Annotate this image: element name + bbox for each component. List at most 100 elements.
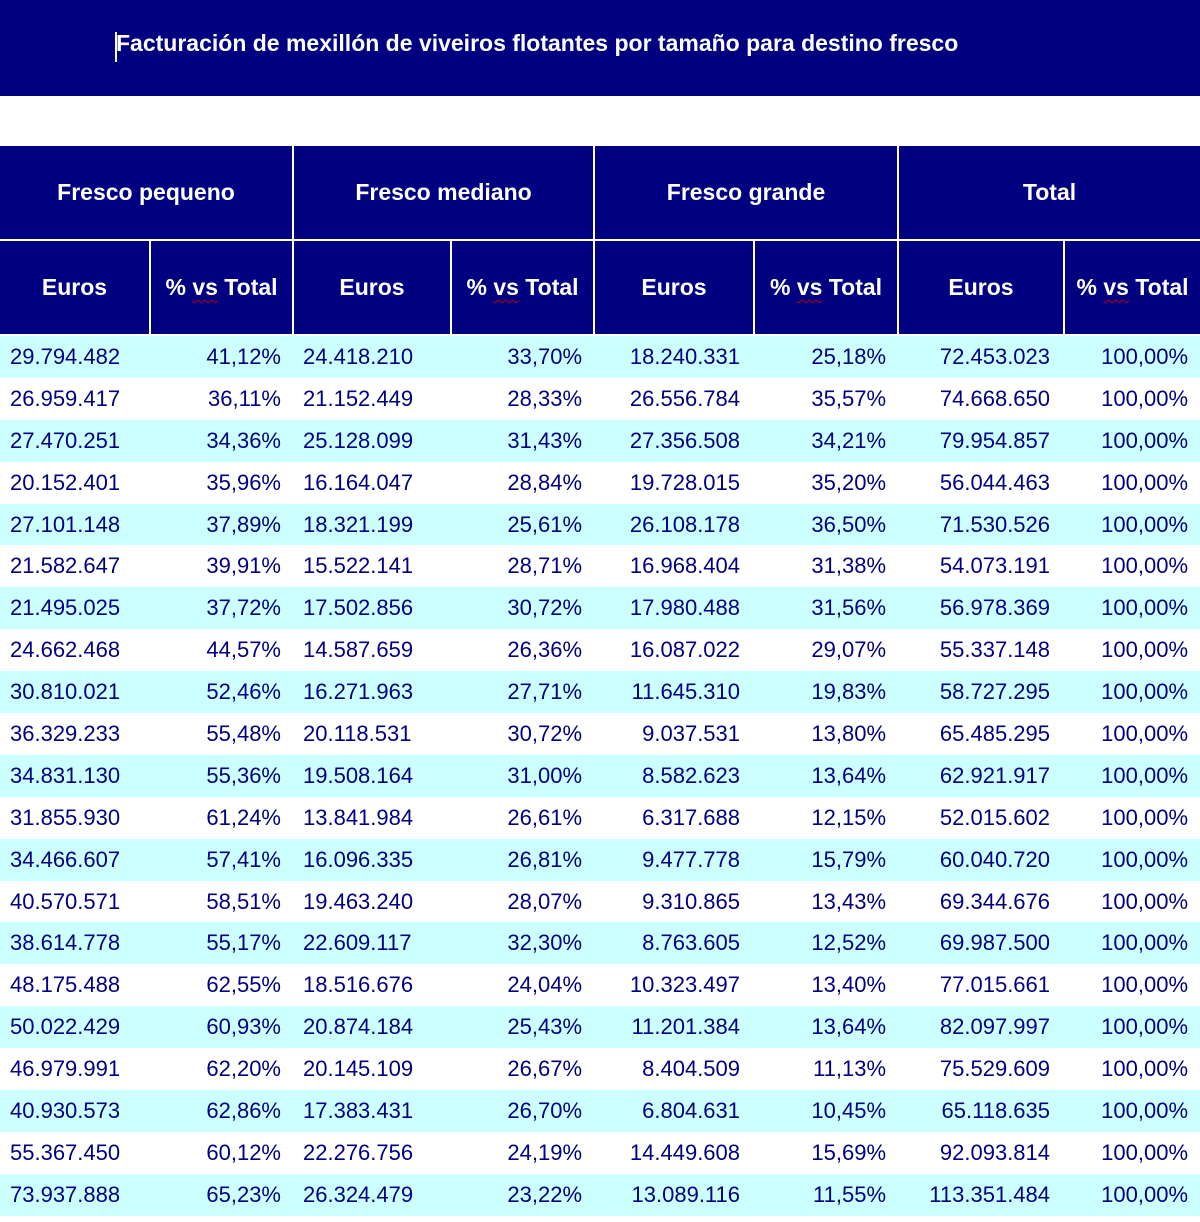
cell-total-pct[interactable]: 100,00% — [1064, 964, 1200, 1007]
cell-pequeno-pct[interactable]: 60,12% — [150, 1131, 293, 1174]
cell-pequeno-pct[interactable]: 61,24% — [150, 796, 293, 839]
cell-mediano-euros[interactable]: 20.874.184 — [293, 1006, 451, 1049]
cell-pequeno-euros[interactable]: 30.810.021 — [0, 671, 150, 714]
cell-total-pct[interactable]: 100,00% — [1064, 503, 1200, 546]
cell-grande-euros[interactable]: 10.323.497 — [594, 964, 755, 1007]
cell-grande-pct[interactable]: 31,38% — [754, 545, 899, 588]
cell-mediano-pct[interactable]: 26,36% — [451, 629, 595, 672]
cell-total-pct[interactable]: 100,00% — [1064, 1090, 1200, 1132]
cell-grande-euros[interactable]: 6.317.688 — [594, 796, 755, 839]
cell-grande-pct[interactable]: 19,83% — [754, 671, 899, 714]
cell-mediano-euros[interactable]: 16.096.335 — [293, 838, 451, 881]
cell-pequeno-euros[interactable]: 27.101.148 — [0, 503, 150, 546]
cell-pequeno-euros[interactable]: 26.959.417 — [0, 377, 150, 420]
cell-pequeno-euros[interactable]: 27.470.251 — [0, 419, 150, 462]
cell-total-euros[interactable]: 82.097.997 — [898, 1006, 1065, 1049]
cell-pequeno-euros[interactable]: 20.152.401 — [0, 461, 150, 504]
cell-mediano-euros[interactable]: 18.516.676 — [293, 964, 451, 1007]
cell-grande-euros[interactable]: 13.089.116 — [594, 1173, 755, 1216]
cell-mediano-pct[interactable]: 26,61% — [451, 796, 595, 839]
cell-total-euros[interactable]: 52.015.602 — [898, 796, 1065, 839]
cell-mediano-pct[interactable]: 28,33% — [451, 377, 595, 420]
cell-total-pct[interactable]: 100,00% — [1064, 377, 1200, 420]
cell-mediano-euros[interactable]: 17.383.431 — [293, 1090, 451, 1132]
cell-grande-euros[interactable]: 9.037.531 — [594, 713, 755, 755]
page-title[interactable]: Facturación de mexillón de viveiros flot… — [116, 30, 959, 56]
cell-mediano-euros[interactable]: 22.276.756 — [293, 1131, 451, 1174]
cell-total-euros[interactable]: 75.529.609 — [898, 1048, 1065, 1091]
cell-mediano-euros[interactable]: 19.463.240 — [293, 880, 451, 923]
cell-total-pct[interactable]: 100,00% — [1064, 1048, 1200, 1091]
cell-total-euros[interactable]: 92.093.814 — [898, 1131, 1065, 1174]
cell-pequeno-pct[interactable]: 57,41% — [150, 838, 293, 881]
cell-total-euros[interactable]: 71.530.526 — [898, 503, 1065, 546]
cell-pequeno-pct[interactable]: 44,57% — [150, 629, 293, 672]
cell-grande-pct[interactable]: 25,18% — [754, 335, 899, 378]
cell-pequeno-euros[interactable]: 29.794.482 — [0, 335, 150, 378]
cell-total-euros[interactable]: 56.044.463 — [898, 461, 1065, 504]
cell-mediano-pct[interactable]: 32,30% — [451, 922, 595, 965]
cell-grande-euros[interactable]: 9.477.778 — [594, 838, 755, 881]
cell-mediano-pct[interactable]: 25,61% — [451, 503, 595, 546]
cell-grande-pct[interactable]: 15,69% — [754, 1131, 899, 1174]
cell-mediano-pct[interactable]: 28,07% — [451, 880, 595, 923]
cell-pequeno-euros[interactable]: 34.831.130 — [0, 754, 150, 797]
cell-pequeno-euros[interactable]: 21.582.647 — [0, 545, 150, 588]
cell-grande-euros[interactable]: 27.356.508 — [594, 419, 755, 462]
cell-total-pct[interactable]: 100,00% — [1064, 335, 1200, 378]
cell-pequeno-pct[interactable]: 62,20% — [150, 1048, 293, 1091]
cell-pequeno-euros[interactable]: 48.175.488 — [0, 964, 150, 1007]
cell-grande-pct[interactable]: 31,56% — [754, 587, 899, 630]
cell-pequeno-pct[interactable]: 52,46% — [150, 671, 293, 714]
cell-total-pct[interactable]: 100,00% — [1064, 587, 1200, 630]
cell-pequeno-pct[interactable]: 65,23% — [150, 1173, 293, 1216]
cell-mediano-pct[interactable]: 26,70% — [451, 1090, 595, 1132]
cell-total-pct[interactable]: 100,00% — [1064, 545, 1200, 588]
cell-grande-euros[interactable]: 26.108.178 — [594, 503, 755, 546]
cell-total-pct[interactable]: 100,00% — [1064, 1131, 1200, 1174]
cell-mediano-euros[interactable]: 16.271.963 — [293, 671, 451, 714]
cell-mediano-euros[interactable]: 26.324.479 — [293, 1173, 451, 1216]
cell-mediano-pct[interactable]: 26,81% — [451, 838, 595, 881]
cell-total-euros[interactable]: 72.453.023 — [898, 335, 1065, 378]
cell-pequeno-pct[interactable]: 41,12% — [150, 335, 293, 378]
cell-mediano-pct[interactable]: 33,70% — [451, 335, 595, 378]
cell-mediano-euros[interactable]: 13.841.984 — [293, 796, 451, 839]
cell-total-pct[interactable]: 100,00% — [1064, 419, 1200, 462]
cell-pequeno-euros[interactable]: 40.570.571 — [0, 880, 150, 923]
cell-pequeno-pct[interactable]: 55,17% — [150, 922, 293, 965]
cell-mediano-pct[interactable]: 24,04% — [451, 964, 595, 1007]
cell-total-euros[interactable]: 62.921.917 — [898, 754, 1065, 797]
cell-pequeno-euros[interactable]: 34.466.607 — [0, 838, 150, 881]
cell-mediano-euros[interactable]: 24.418.210 — [293, 335, 451, 378]
cell-mediano-pct[interactable]: 28,71% — [451, 545, 595, 588]
cell-grande-pct[interactable]: 13,64% — [754, 754, 899, 797]
cell-total-euros[interactable]: 65.485.295 — [898, 713, 1065, 755]
cell-pequeno-euros[interactable]: 24.662.468 — [0, 629, 150, 672]
cell-pequeno-pct[interactable]: 62,86% — [150, 1090, 293, 1132]
cell-total-euros[interactable]: 56.978.369 — [898, 587, 1065, 630]
cell-pequeno-pct[interactable]: 34,36% — [150, 419, 293, 462]
cell-grande-euros[interactable]: 18.240.331 — [594, 335, 755, 378]
cell-grande-euros[interactable]: 17.980.488 — [594, 587, 755, 630]
cell-mediano-euros[interactable]: 18.321.199 — [293, 503, 451, 546]
cell-mediano-pct[interactable]: 27,71% — [451, 671, 595, 714]
cell-total-pct[interactable]: 100,00% — [1064, 754, 1200, 797]
cell-grande-euros[interactable]: 8.763.605 — [594, 922, 755, 965]
cell-mediano-euros[interactable]: 17.502.856 — [293, 587, 451, 630]
cell-mediano-euros[interactable]: 14.587.659 — [293, 629, 451, 672]
cell-total-euros[interactable]: 113.351.484 — [898, 1173, 1065, 1216]
cell-total-euros[interactable]: 60.040.720 — [898, 838, 1065, 881]
cell-grande-pct[interactable]: 12,52% — [754, 922, 899, 965]
cell-total-pct[interactable]: 100,00% — [1064, 713, 1200, 755]
cell-grande-euros[interactable]: 8.582.623 — [594, 754, 755, 797]
cell-grande-pct[interactable]: 13,64% — [754, 1006, 899, 1049]
cell-mediano-euros[interactable]: 20.145.109 — [293, 1048, 451, 1091]
cell-mediano-euros[interactable]: 25.128.099 — [293, 419, 451, 462]
cell-mediano-pct[interactable]: 23,22% — [451, 1173, 595, 1216]
cell-mediano-pct[interactable]: 28,84% — [451, 461, 595, 504]
cell-total-pct[interactable]: 100,00% — [1064, 838, 1200, 881]
cell-grande-euros[interactable]: 14.449.608 — [594, 1131, 755, 1174]
cell-pequeno-pct[interactable]: 62,55% — [150, 964, 293, 1007]
cell-pequeno-pct[interactable]: 37,89% — [150, 503, 293, 546]
